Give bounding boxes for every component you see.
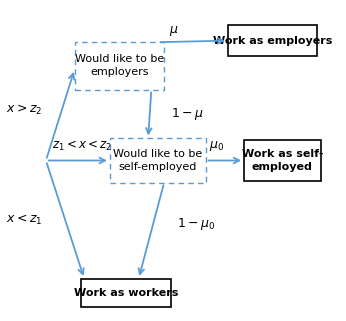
Text: $x > z_2$: $x > z_2$ bbox=[7, 103, 43, 117]
Text: $z_1 < x < z_2$: $z_1 < x < z_2$ bbox=[52, 139, 112, 152]
FancyBboxPatch shape bbox=[81, 279, 171, 307]
Text: Work as self-
employed: Work as self- employed bbox=[242, 149, 323, 172]
Text: Work as workers: Work as workers bbox=[74, 288, 178, 298]
FancyBboxPatch shape bbox=[228, 25, 318, 56]
Text: Would like to be
self-employed: Would like to be self-employed bbox=[113, 149, 202, 172]
FancyBboxPatch shape bbox=[110, 138, 206, 183]
FancyBboxPatch shape bbox=[75, 42, 164, 90]
Text: $x < z_1$: $x < z_1$ bbox=[6, 213, 43, 228]
Text: $\mu$: $\mu$ bbox=[169, 24, 179, 38]
Text: $\mu_0$: $\mu_0$ bbox=[209, 139, 224, 152]
Text: $1 - \mu$: $1 - \mu$ bbox=[171, 106, 203, 122]
Text: Work as employers: Work as employers bbox=[213, 36, 333, 46]
FancyBboxPatch shape bbox=[244, 140, 321, 181]
Text: Would like to be
employers: Would like to be employers bbox=[75, 54, 164, 77]
Text: $1 - \mu_0$: $1 - \mu_0$ bbox=[177, 216, 215, 232]
